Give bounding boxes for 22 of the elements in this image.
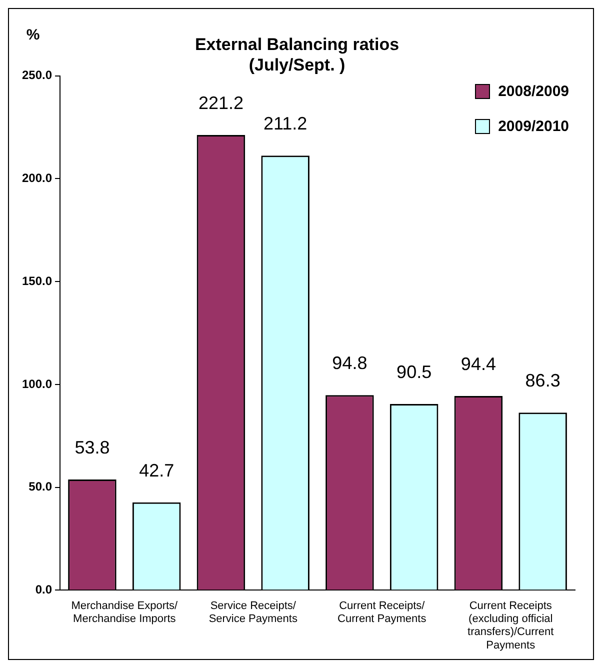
legend-label: 2008/2009: [498, 83, 569, 100]
data-label: 221.2: [198, 93, 244, 114]
x-tick-label: Current Receipts (excluding official transfers)/Current Payments: [468, 600, 554, 652]
y-tick-label: 0.0: [35, 582, 52, 597]
x-tick-label: Current Receipts/ Current Payments: [338, 600, 427, 626]
data-label: 211.2: [263, 114, 308, 134]
data-label: 86.3: [525, 370, 560, 391]
y-tick-label: 250.0: [22, 68, 52, 82]
chart-title: External Balancing ratios (July/Sept. ): [194, 34, 400, 74]
data-label: 94.8: [332, 353, 368, 374]
x-tick-label: Service Receipts/ Service Payments: [208, 600, 298, 626]
y-tick-label: 200.0: [22, 170, 52, 185]
y-axis-title: %: [26, 26, 40, 44]
y-tick-label: 50.0: [28, 480, 52, 494]
data-label: 94.4: [460, 354, 496, 374]
y-tick-label: 100.0: [22, 376, 52, 391]
data-label: 90.5: [396, 362, 432, 382]
legend-label: 2009/2010: [498, 118, 569, 135]
data-label: 42.7: [139, 460, 174, 480]
data-label: 53.8: [74, 437, 110, 458]
x-tick-label: Merchandise Exports/ Merchandise Imports: [71, 600, 179, 626]
y-tick-label: 150.0: [22, 274, 52, 288]
